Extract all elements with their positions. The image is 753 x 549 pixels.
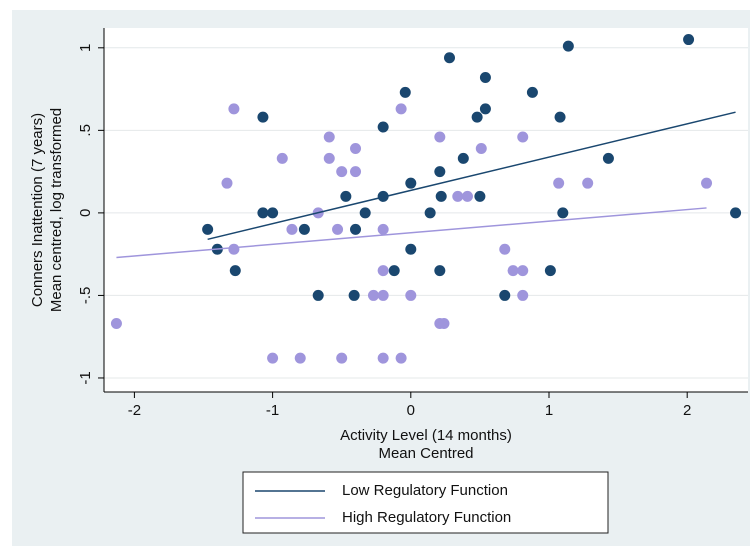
point	[228, 103, 240, 115]
point	[377, 352, 389, 364]
point	[479, 72, 491, 84]
point	[499, 243, 511, 255]
point	[257, 207, 269, 219]
legend-label: High Regulatory Function	[342, 509, 511, 526]
point	[336, 166, 348, 178]
point	[471, 111, 483, 123]
point	[517, 131, 529, 143]
legend	[242, 471, 609, 534]
point	[336, 352, 348, 364]
point	[730, 207, 742, 219]
point	[553, 177, 565, 189]
point	[405, 177, 417, 189]
point	[323, 131, 335, 143]
point	[475, 143, 487, 155]
y-tick-label: 0	[77, 209, 94, 217]
point	[377, 223, 389, 235]
point	[110, 317, 122, 329]
point	[517, 265, 529, 277]
point	[257, 111, 269, 123]
point	[323, 152, 335, 164]
point	[434, 166, 446, 178]
point	[229, 265, 241, 277]
point	[395, 352, 407, 364]
y-axis-title: Mean centred, log transformed	[48, 108, 65, 312]
point	[388, 265, 400, 277]
point	[438, 317, 450, 329]
y-tick-label: .5	[77, 124, 94, 137]
y-tick-label: 1	[77, 44, 94, 52]
x-tick-label: 2	[683, 402, 691, 419]
x-tick-label: -1	[266, 402, 279, 419]
point	[474, 190, 486, 202]
point	[554, 111, 566, 123]
point	[348, 289, 360, 301]
point	[434, 131, 446, 143]
fit-line	[207, 111, 736, 241]
x-axis-title: Mean Centred	[378, 445, 473, 462]
point	[350, 143, 362, 155]
point	[228, 243, 240, 255]
point	[434, 265, 446, 277]
x-axis-title: Activity Level (14 months)	[340, 427, 512, 444]
point	[557, 207, 569, 219]
point	[377, 265, 389, 277]
point	[582, 177, 594, 189]
fit-line	[116, 207, 707, 259]
point	[424, 207, 436, 219]
point	[312, 289, 324, 301]
point	[286, 223, 298, 235]
point	[399, 86, 411, 98]
point	[526, 86, 538, 98]
point	[479, 103, 491, 115]
point	[701, 177, 713, 189]
point	[443, 52, 455, 64]
point	[332, 223, 344, 235]
point	[544, 265, 556, 277]
point	[602, 152, 614, 164]
y-axis-title: Conners Inattention (7 years)	[29, 113, 46, 307]
point	[517, 289, 529, 301]
point	[298, 223, 310, 235]
point	[359, 207, 371, 219]
point	[395, 103, 407, 115]
point	[350, 166, 362, 178]
point	[457, 152, 469, 164]
y-tick-label: -.5	[77, 287, 94, 305]
point	[267, 207, 279, 219]
point	[452, 190, 464, 202]
point	[507, 265, 519, 277]
point	[202, 223, 214, 235]
point	[221, 177, 233, 189]
point	[435, 190, 447, 202]
x-tick-label: 0	[407, 402, 415, 419]
point	[367, 289, 379, 301]
point	[267, 352, 279, 364]
x-tick-label: -2	[128, 402, 141, 419]
x-tick-label: 1	[545, 402, 553, 419]
point	[405, 243, 417, 255]
point	[350, 223, 362, 235]
point	[562, 40, 574, 52]
point	[377, 289, 389, 301]
point	[683, 34, 695, 46]
point	[294, 352, 306, 364]
point	[405, 289, 417, 301]
point	[340, 190, 352, 202]
point	[461, 190, 473, 202]
legend-label: Low Regulatory Function	[342, 482, 508, 499]
point	[377, 121, 389, 133]
point	[499, 289, 511, 301]
point	[276, 152, 288, 164]
y-tick-label: -1	[77, 371, 94, 384]
